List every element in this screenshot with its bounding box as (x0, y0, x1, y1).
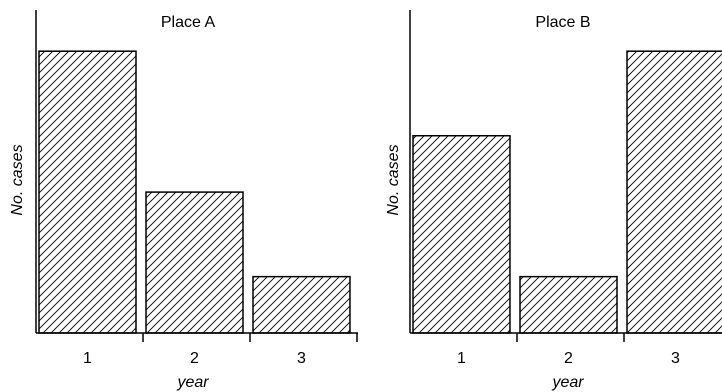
x-ticks-group: 1 2 3 (457, 333, 722, 367)
bar-year-2 (146, 192, 243, 333)
y-axis-label: No. cases (9, 144, 26, 215)
bar-year-3 (253, 277, 350, 333)
bar-year-2 (520, 277, 617, 333)
x-axis-label: year (551, 374, 584, 391)
chart-panel-b: Place B No. cases year 1 2 3 (385, 10, 722, 391)
bar-year-3 (627, 51, 722, 333)
chart-title: Place A (161, 14, 216, 31)
x-tick-label: 3 (671, 350, 680, 367)
chart-title: Place B (535, 14, 590, 31)
x-ticks-group: 1 2 3 (83, 333, 357, 367)
chart-panel-a: Place A No. cases year 1 2 3 (9, 10, 358, 391)
x-axis-label: year (176, 374, 209, 391)
bars-group (413, 51, 722, 333)
y-axis-label: No. cases (385, 144, 402, 215)
x-tick-label: 1 (83, 350, 92, 367)
x-tick-label: 1 (457, 350, 466, 367)
bars-group (39, 51, 350, 333)
x-tick-label: 2 (564, 350, 573, 367)
x-tick-label: 3 (297, 350, 306, 367)
bar-year-1 (39, 51, 136, 333)
bar-year-1 (413, 136, 510, 333)
x-tick-label: 2 (190, 350, 199, 367)
